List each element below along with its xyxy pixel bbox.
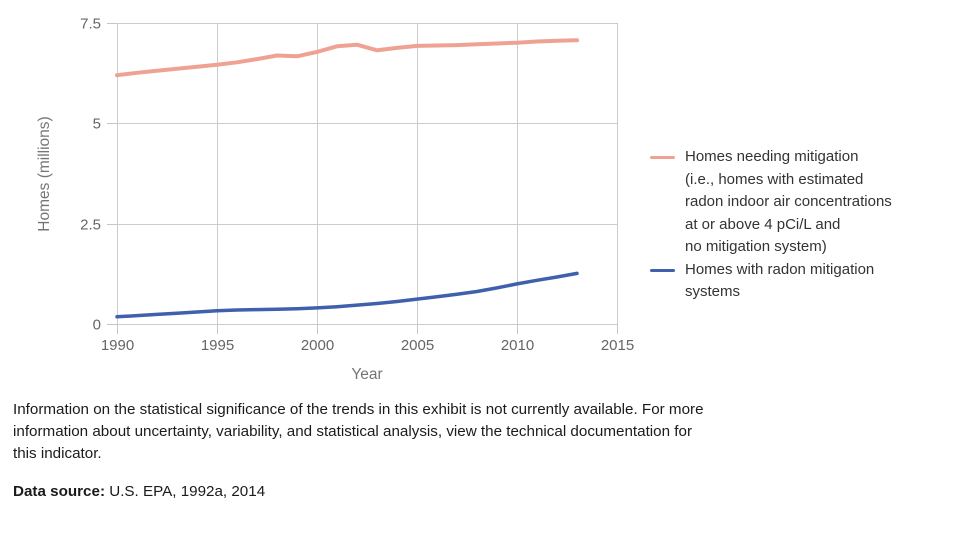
horizontal-gridlines	[117, 23, 617, 325]
svg-text:0: 0	[93, 317, 101, 334]
svg-text:2015: 2015	[601, 337, 634, 354]
legend-label: Homes needing mitigation (i.e., homes wit…	[685, 148, 892, 255]
homes-mitigation-line-chart: 0 2.5 5 7.5 1990 1995 2000 2005 2010 2015 Homes …	[36, 16, 634, 384]
note-line: this indicator.	[13, 445, 102, 462]
data-source-value: U.S. EPA, 1992a, 2014	[105, 483, 266, 500]
legend-item: Homes with radon mitigation systems	[650, 259, 950, 304]
x-axis-tick-labels: 1990 1995 2000 2005 2010 2015	[101, 337, 634, 354]
axis-tick-marks	[107, 23, 618, 334]
note-line: information about uncertainty, variabili…	[13, 423, 693, 440]
svg-text:1995: 1995	[201, 337, 234, 354]
svg-text:2.5: 2.5	[80, 217, 101, 234]
svg-text:2010: 2010	[501, 337, 534, 354]
svg-text:1990: 1990	[101, 337, 134, 354]
svg-text:7.5: 7.5	[80, 16, 101, 33]
chart-legend: Homes needing mitigation (i.e., homes wit…	[650, 146, 950, 304]
x-axis-title: Year	[351, 366, 382, 383]
legend-item: Homes needing mitigation (i.e., homes wit…	[650, 146, 950, 259]
svg-text:2000: 2000	[301, 337, 334, 354]
series-line-homes-needing-mitigation	[115, 38, 579, 78]
data-source-line: Data source: U.S. EPA, 1992a, 2014	[13, 483, 265, 500]
svg-text:2005: 2005	[401, 337, 434, 354]
y-axis-title: Homes (millions)	[36, 116, 53, 231]
svg-text:5: 5	[93, 116, 101, 133]
legend-swatch-line-icon	[650, 156, 675, 159]
series-line-homes-with-mitigation-systems	[115, 271, 579, 319]
legend-label: Homes with radon mitigation systems	[685, 260, 875, 301]
data-source-label: Data source:	[13, 483, 106, 500]
note-line: Information on the statistical significa…	[13, 401, 704, 418]
y-axis-tick-labels: 0 2.5 5 7.5	[80, 16, 101, 334]
statistical-significance-note: Information on the statistical significa…	[13, 399, 923, 465]
legend-swatch-line-icon	[650, 268, 675, 272]
